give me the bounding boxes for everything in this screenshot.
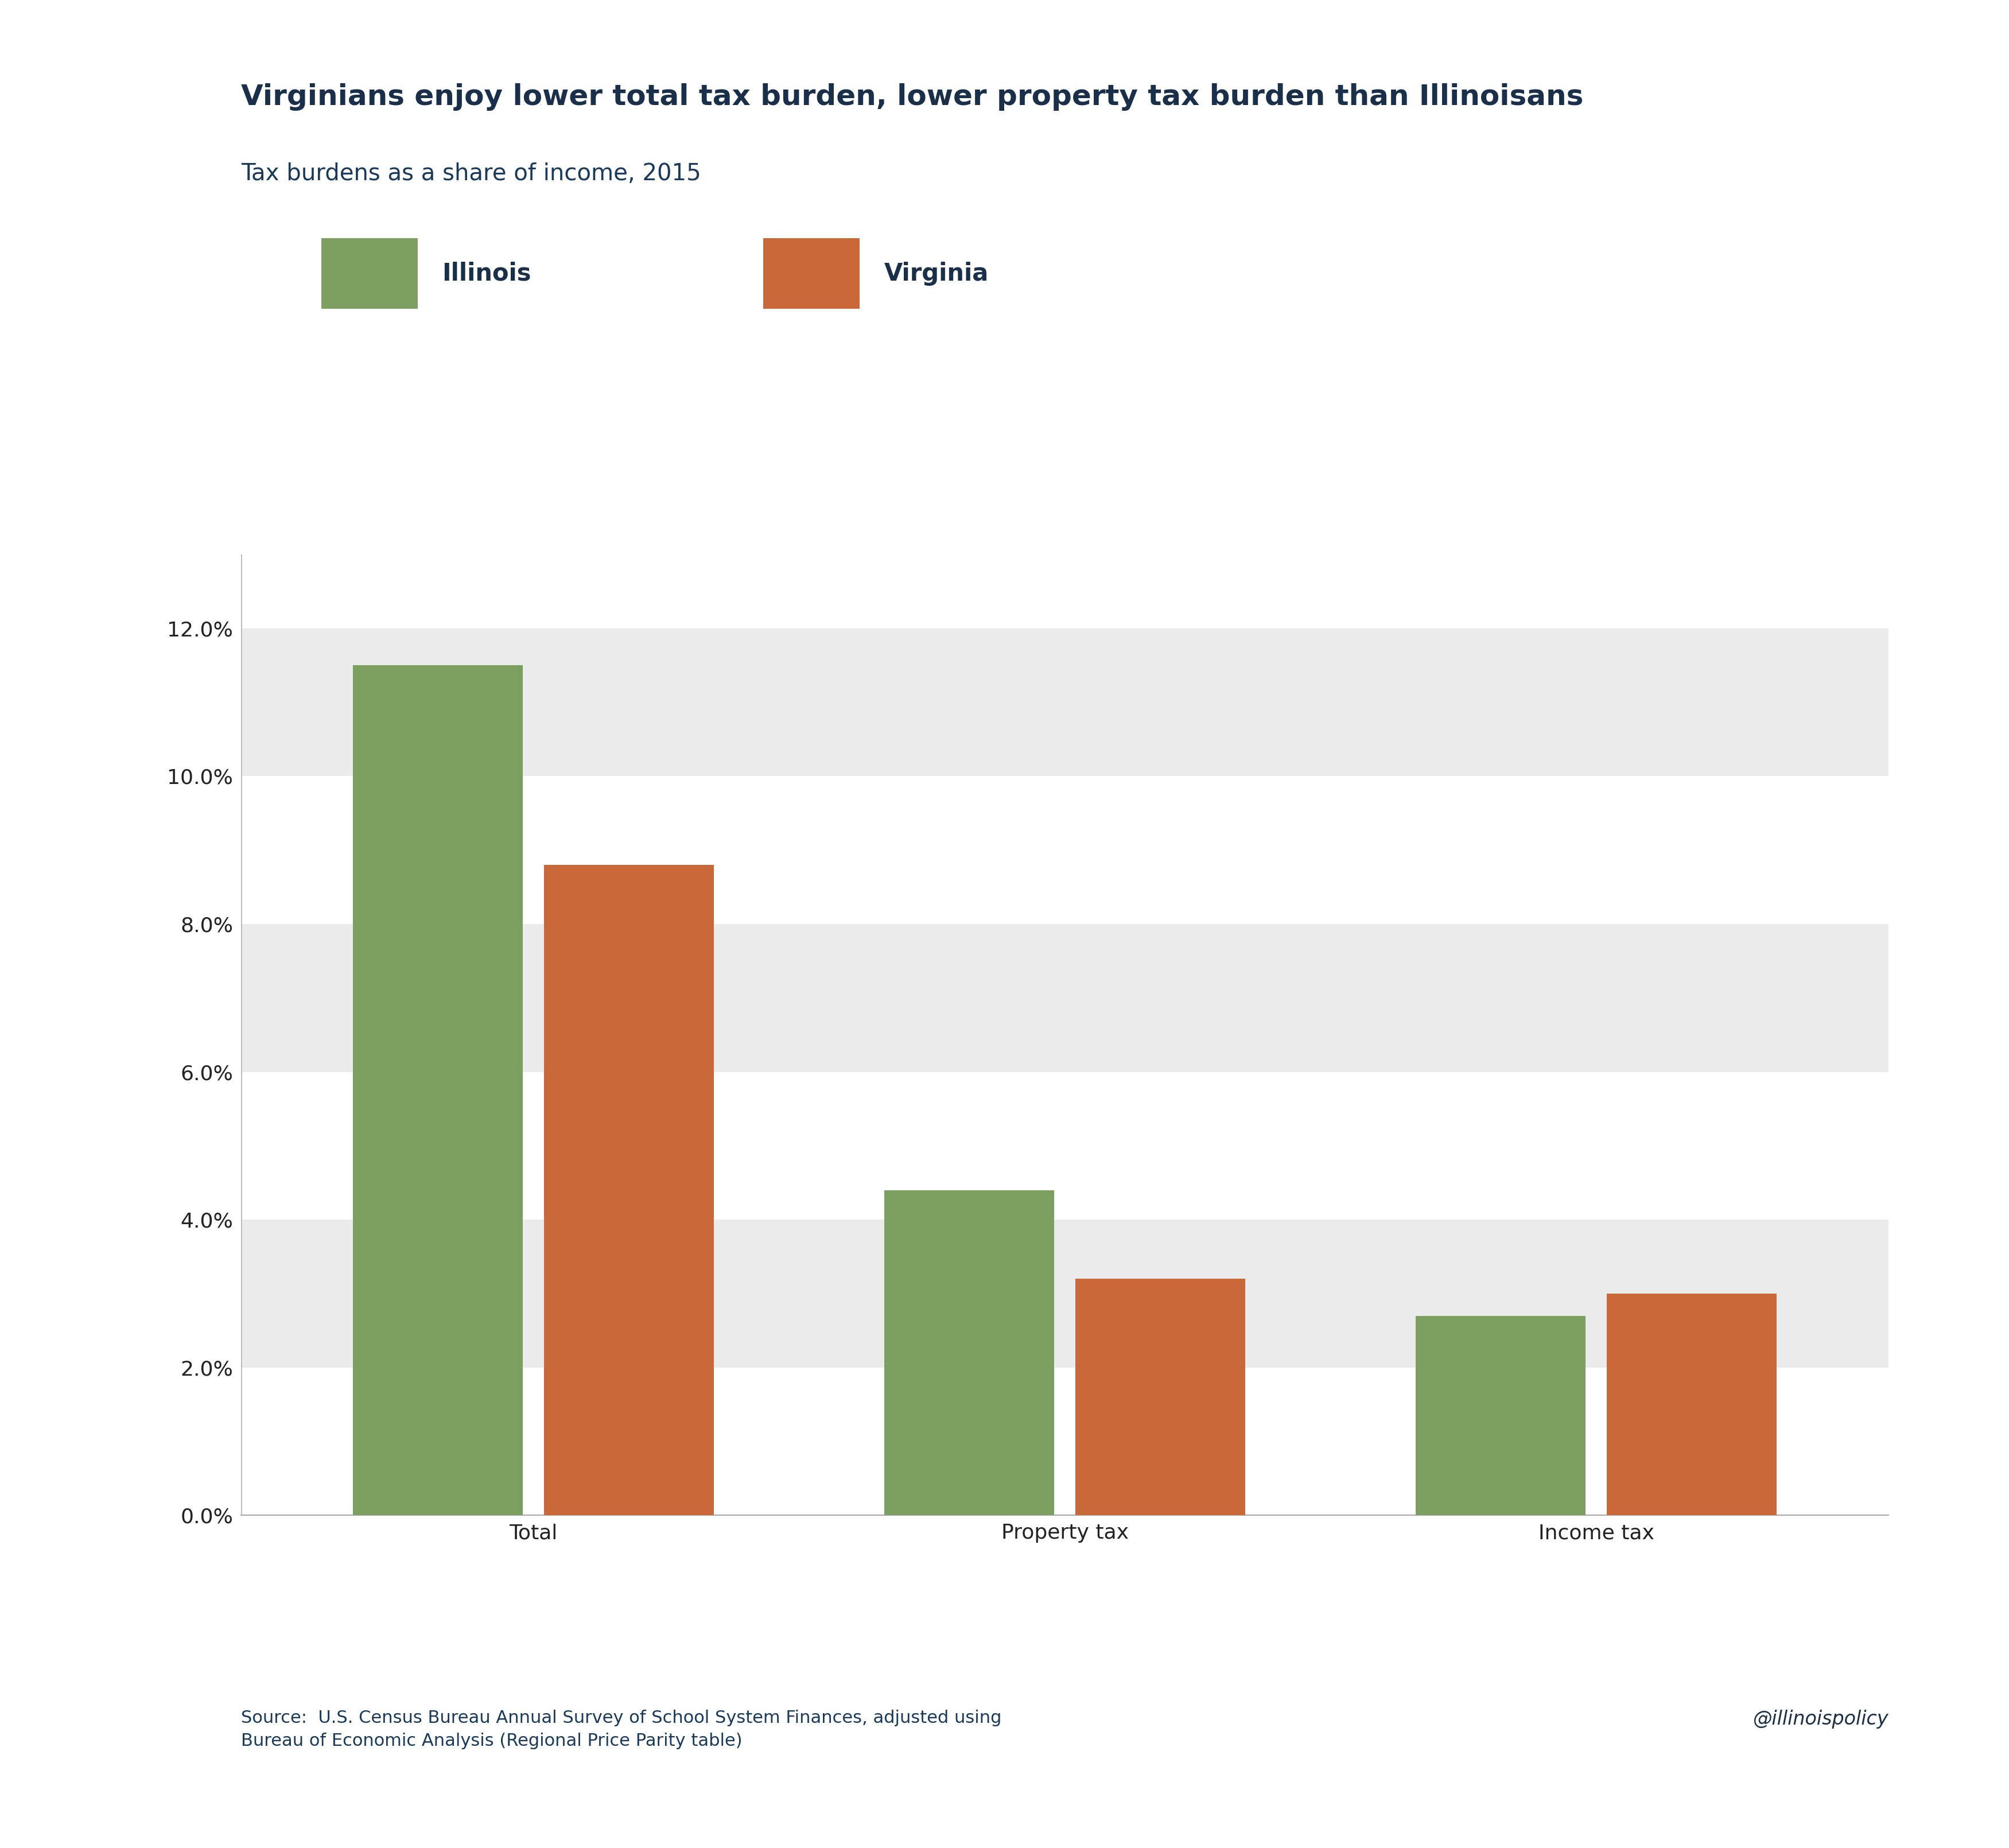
Text: @illinoispolicy: @illinoispolicy	[1752, 1709, 1888, 1728]
Text: Tax burdens as a share of income, 2015: Tax burdens as a share of income, 2015	[241, 163, 701, 185]
Bar	[354, 665, 522, 1515]
Text: Illinois: Illinois	[442, 261, 530, 286]
Bar	[241, 1072, 1888, 1220]
Bar	[1075, 1279, 1246, 1515]
Bar	[544, 865, 713, 1515]
Bar	[241, 554, 1888, 628]
Bar	[884, 1190, 1055, 1515]
Text: Virginians enjoy lower total tax burden, lower property tax burden than Illinois: Virginians enjoy lower total tax burden,…	[241, 83, 1583, 111]
Bar	[241, 1220, 1888, 1368]
Bar	[241, 776, 1888, 924]
Bar	[241, 628, 1888, 776]
Text: Virginia: Virginia	[884, 261, 988, 286]
Bar	[241, 924, 1888, 1072]
Text: Source:  U.S. Census Bureau Annual Survey of School System Finances, adjusted us: Source: U.S. Census Bureau Annual Survey…	[241, 1709, 1002, 1750]
Bar	[241, 1368, 1888, 1515]
Bar	[1416, 1316, 1585, 1515]
Bar	[1607, 1294, 1776, 1515]
